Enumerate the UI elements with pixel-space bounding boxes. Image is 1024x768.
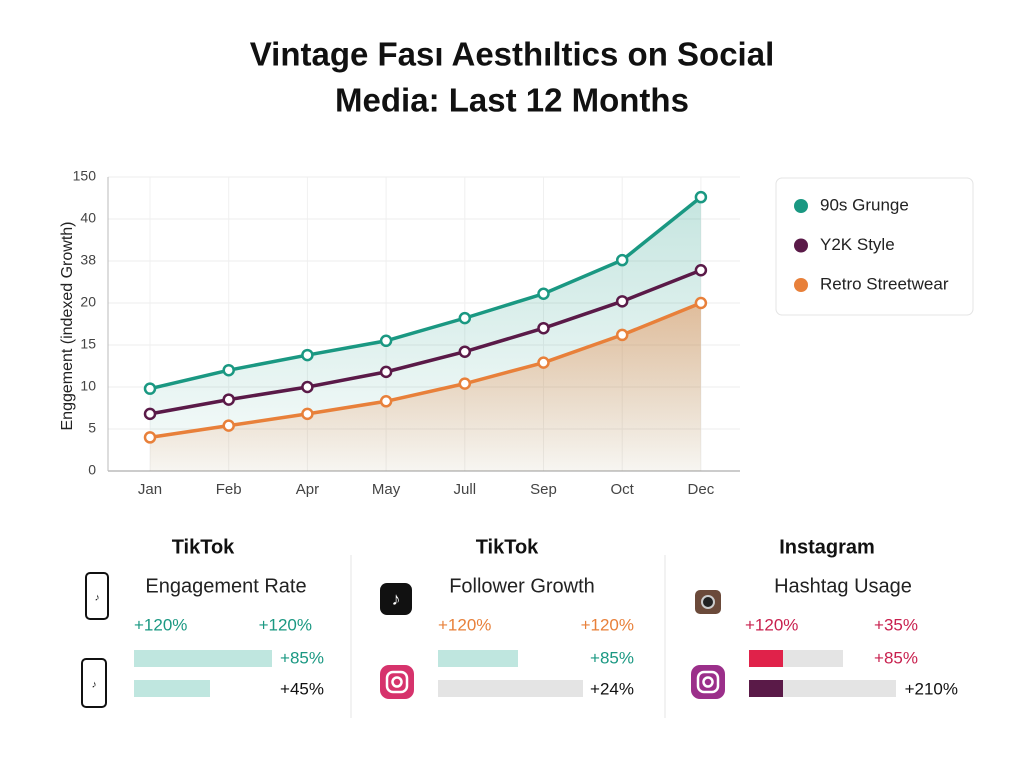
platform-title: TikTok [172, 536, 235, 558]
x-tick-label: Feb [216, 481, 242, 498]
point [143, 382, 157, 395]
point [615, 295, 629, 308]
point [222, 363, 235, 377]
point [615, 328, 629, 342]
point [222, 393, 235, 406]
x-tick-label: Dec [688, 481, 715, 498]
y-axis-label: Enggement (indexed Growth) [59, 222, 76, 431]
y-tick-label: 15 [80, 336, 96, 352]
point [537, 287, 550, 301]
stat: +85% [874, 648, 918, 667]
legend-box [775, 177, 974, 316]
chart-title: Vintage Fası Aesthıltics on Social [250, 36, 775, 73]
progress-bar [438, 680, 583, 697]
point [458, 377, 472, 390]
svg-text:♪: ♪ [392, 589, 401, 609]
stat: +85% [280, 648, 324, 667]
metric-name: Hashtag Usage [774, 575, 912, 597]
stat: +120% [438, 615, 491, 634]
legend-swatch [794, 238, 808, 253]
instagram-icon [691, 665, 725, 699]
x-tick-label: Oct [611, 481, 635, 498]
stat: +120% [259, 615, 312, 634]
line [149, 195, 702, 391]
stat: +120% [134, 615, 187, 634]
legend-swatch [794, 278, 808, 292]
point [222, 419, 235, 432]
instagram-icon [695, 590, 721, 614]
point [694, 190, 708, 204]
y-tick-label: 150 [73, 168, 97, 184]
line [149, 301, 702, 440]
tiktok-phone-icon: ♪ [81, 658, 107, 708]
point [143, 407, 157, 421]
point [458, 311, 472, 325]
line [149, 268, 702, 416]
x-tick-label: Jull [454, 481, 477, 498]
tiktok-phone-icon: ♪ [85, 572, 109, 620]
metric-name: Engagement Rate [145, 575, 306, 597]
chart-title: Media: Last 12 Months [335, 82, 689, 119]
area [150, 303, 701, 471]
stat: +24% [590, 679, 634, 698]
point [301, 407, 314, 421]
legend-swatch [794, 199, 808, 213]
point [694, 263, 708, 277]
legend-label: 90s Grunge [820, 195, 909, 214]
x-tick-label: May [372, 481, 401, 498]
legend-label: Retro Streetwear [820, 274, 949, 293]
progress-bar [134, 680, 210, 697]
point [379, 365, 393, 379]
point [615, 253, 629, 267]
stat: +85% [590, 648, 634, 667]
point [301, 348, 314, 362]
x-tick-label: Jan [138, 481, 162, 498]
point [143, 431, 157, 444]
stat: +45% [280, 679, 324, 698]
progress-bar [749, 680, 896, 697]
y-tick-label: 10 [80, 378, 96, 394]
progress-bar [134, 650, 272, 667]
point [379, 395, 393, 408]
stat: +210% [905, 679, 958, 698]
point [537, 356, 550, 369]
legend-label: Y2K Style [820, 235, 895, 254]
point [301, 380, 314, 394]
platform-title: TikTok [476, 536, 539, 558]
stat: +120% [581, 615, 634, 634]
metric-name: Follower Growth [449, 575, 595, 597]
stat: +120% [745, 615, 798, 634]
x-tick-label: Apr [296, 481, 319, 498]
y-tick-label: 40 [80, 210, 96, 226]
svg-text:♪: ♪ [92, 680, 97, 691]
instagram-icon [380, 665, 414, 699]
y-tick-label: 5 [88, 420, 96, 436]
tiktok-icon: ♪ [380, 583, 412, 615]
progress-bar [749, 650, 783, 667]
x-tick-label: Sep [530, 481, 557, 498]
progress-bar [438, 650, 518, 667]
y-tick-label: 20 [80, 294, 96, 310]
progress-bar [749, 680, 783, 697]
platform-title: Instagram [779, 536, 875, 558]
y-tick-label: 0 [88, 462, 96, 478]
y-tick-label: 38 [80, 252, 96, 268]
point [537, 321, 550, 335]
point [458, 345, 472, 358]
svg-text:♪: ♪ [95, 593, 100, 604]
point [379, 334, 393, 348]
stat: +35% [874, 615, 918, 634]
point [694, 296, 708, 310]
